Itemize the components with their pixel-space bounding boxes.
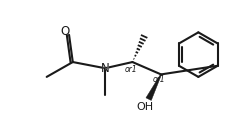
Text: N: N: [101, 62, 110, 75]
Text: or1: or1: [125, 65, 138, 74]
Polygon shape: [146, 74, 162, 100]
Text: N: N: [101, 62, 110, 75]
Text: or1: or1: [152, 75, 165, 84]
Text: O: O: [60, 25, 69, 38]
Text: OH: OH: [136, 102, 154, 112]
